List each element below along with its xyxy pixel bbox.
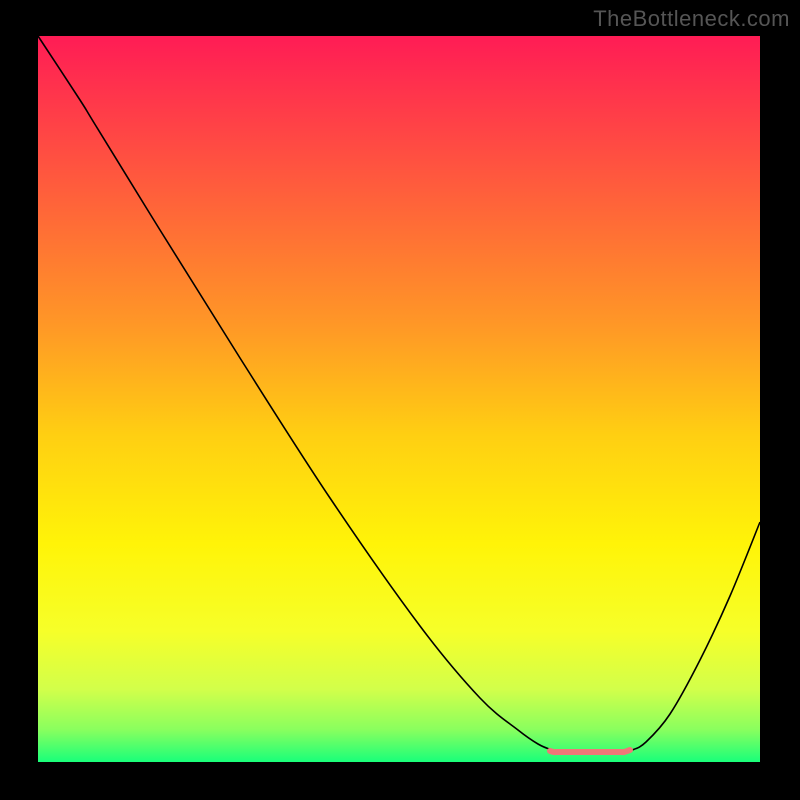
optimal-range-marker bbox=[550, 750, 630, 752]
plot-background bbox=[38, 36, 760, 762]
chart-stage: TheBottleneck.com bbox=[0, 0, 800, 800]
watermark-text: TheBottleneck.com bbox=[593, 6, 790, 32]
bottleneck-curve-chart bbox=[0, 0, 800, 800]
